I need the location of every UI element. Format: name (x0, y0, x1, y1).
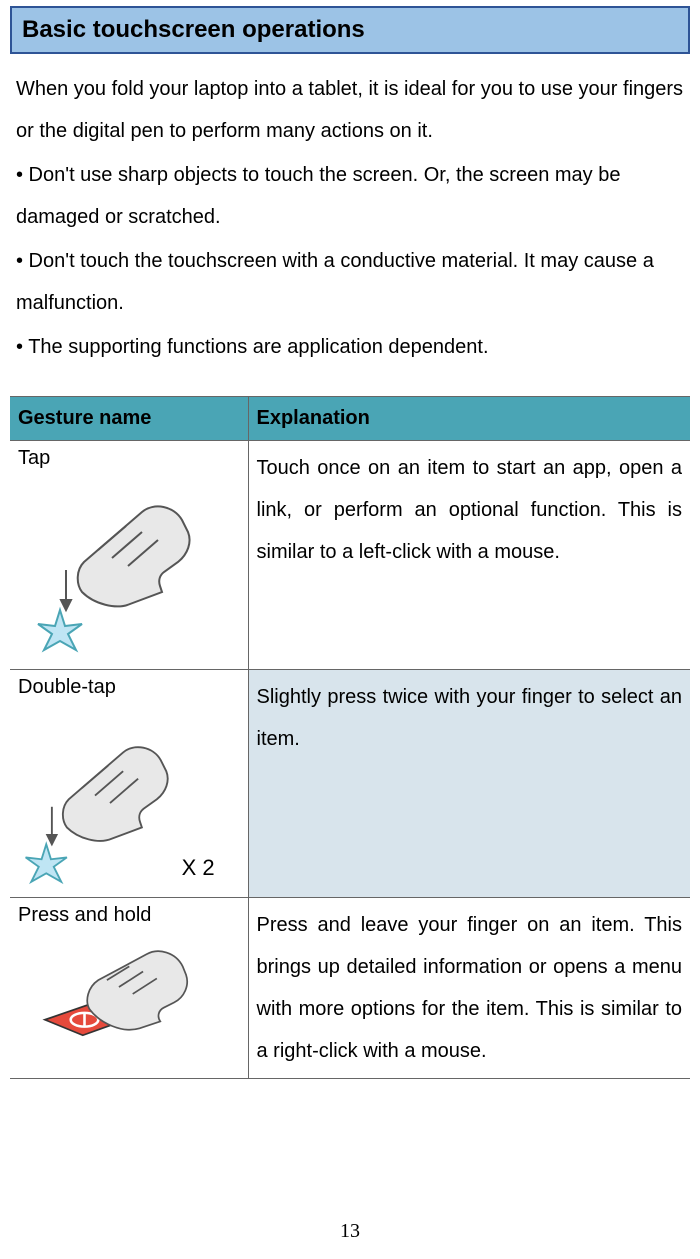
gesture-name-doubletap: Double-tap (18, 676, 240, 699)
intro-lead: When you fold your laptop into a tablet,… (16, 68, 684, 152)
intro-bullet-2: • Don't touch the touchscreen with a con… (16, 240, 684, 324)
presshold-illustration (18, 939, 240, 1048)
table-row: Press and hold (10, 898, 690, 1079)
gesture-name-cell-presshold: Press and hold (10, 898, 248, 1079)
intro-block: When you fold your laptop into a tablet,… (10, 54, 690, 368)
table-row: Double-tap (10, 670, 690, 898)
gesture-name-tap: Tap (18, 447, 240, 470)
section-title: Basic touchscreen operations (10, 6, 690, 54)
doubletap-hand-icon (20, 731, 170, 891)
explanation-cell-doubletap: Slightly press twice with your finger to… (248, 670, 690, 898)
doubletap-illustration: X 2 (18, 711, 240, 891)
presshold-hand-icon (38, 949, 193, 1044)
page-number: 13 (0, 1220, 700, 1243)
header-explanation: Explanation (248, 397, 690, 441)
gesture-name-cell-doubletap: Double-tap (10, 670, 248, 898)
header-gesture-name: Gesture name (10, 397, 248, 441)
tap-hand-icon (32, 492, 192, 657)
explanation-cell-tap: Touch once on an item to start an app, o… (248, 441, 690, 670)
table-row: Tap (10, 441, 690, 670)
gesture-name-presshold: Press and hold (18, 904, 240, 927)
table-header-row: Gesture name Explanation (10, 397, 690, 441)
tap-illustration (18, 482, 240, 663)
intro-bullet-1: • Don't use sharp objects to touch the s… (16, 154, 684, 238)
gesture-name-cell-tap: Tap (10, 441, 248, 670)
gesture-table: Gesture name Explanation Tap (10, 396, 690, 1079)
explanation-cell-presshold: Press and leave your finger on an item. … (248, 898, 690, 1079)
intro-bullet-3: • The supporting functions are applicati… (16, 326, 684, 368)
x2-label: X 2 (182, 855, 215, 881)
